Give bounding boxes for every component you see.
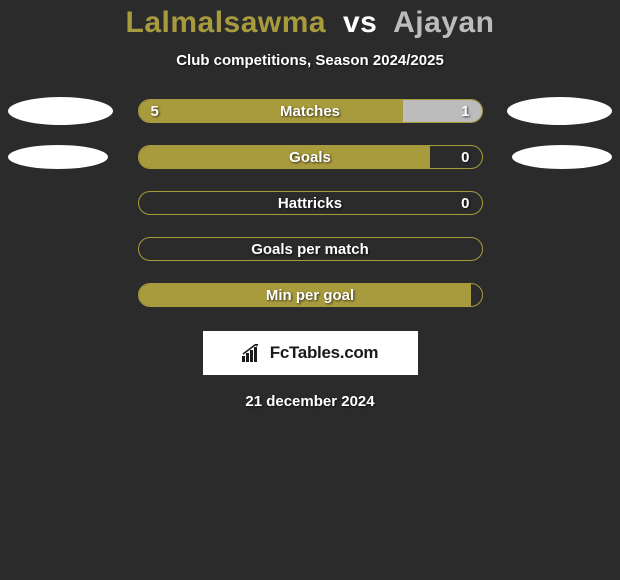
stat-row: 0Hattricks: [0, 191, 620, 215]
page-title: Lalmalsawma vs Ajayan: [126, 6, 495, 40]
pod-right-icon: [507, 97, 612, 125]
vs-separator: vs: [343, 6, 377, 39]
date-label: 21 december 2024: [245, 393, 374, 410]
logo-text: FcTables.com: [270, 343, 379, 363]
bar-track: 0Hattricks: [138, 191, 483, 215]
pod-right-icon: [512, 145, 612, 169]
stat-label: Goals: [139, 146, 482, 168]
bar-track: Goals per match: [138, 237, 483, 261]
stats-list: 51Matches 0Goals 0Hattricks Goals per match…: [0, 99, 620, 307]
stat-label: Goals per match: [139, 238, 482, 260]
stat-row: 51Matches: [0, 99, 620, 123]
logo-box: FcTables.com: [203, 331, 418, 375]
stat-row: Min per goal: [0, 283, 620, 307]
player1-name: Lalmalsawma: [126, 6, 327, 39]
pod-left-icon: [8, 97, 113, 125]
bar-track: 51Matches: [138, 99, 483, 123]
comparison-infographic: Lalmalsawma vs Ajayan Club competitions,…: [0, 0, 620, 410]
pod-left-icon: [8, 145, 108, 169]
stat-label: Matches: [139, 100, 482, 122]
player2-name: Ajayan: [393, 6, 494, 39]
stat-row: Goals per match: [0, 237, 620, 261]
bar-track: 0Goals: [138, 145, 483, 169]
stat-label: Hattricks: [139, 192, 482, 214]
stat-row: 0Goals: [0, 145, 620, 169]
chart-icon: [242, 344, 264, 362]
subtitle: Club competitions, Season 2024/2025: [176, 52, 444, 69]
stat-label: Min per goal: [139, 284, 482, 306]
bar-track: Min per goal: [138, 283, 483, 307]
